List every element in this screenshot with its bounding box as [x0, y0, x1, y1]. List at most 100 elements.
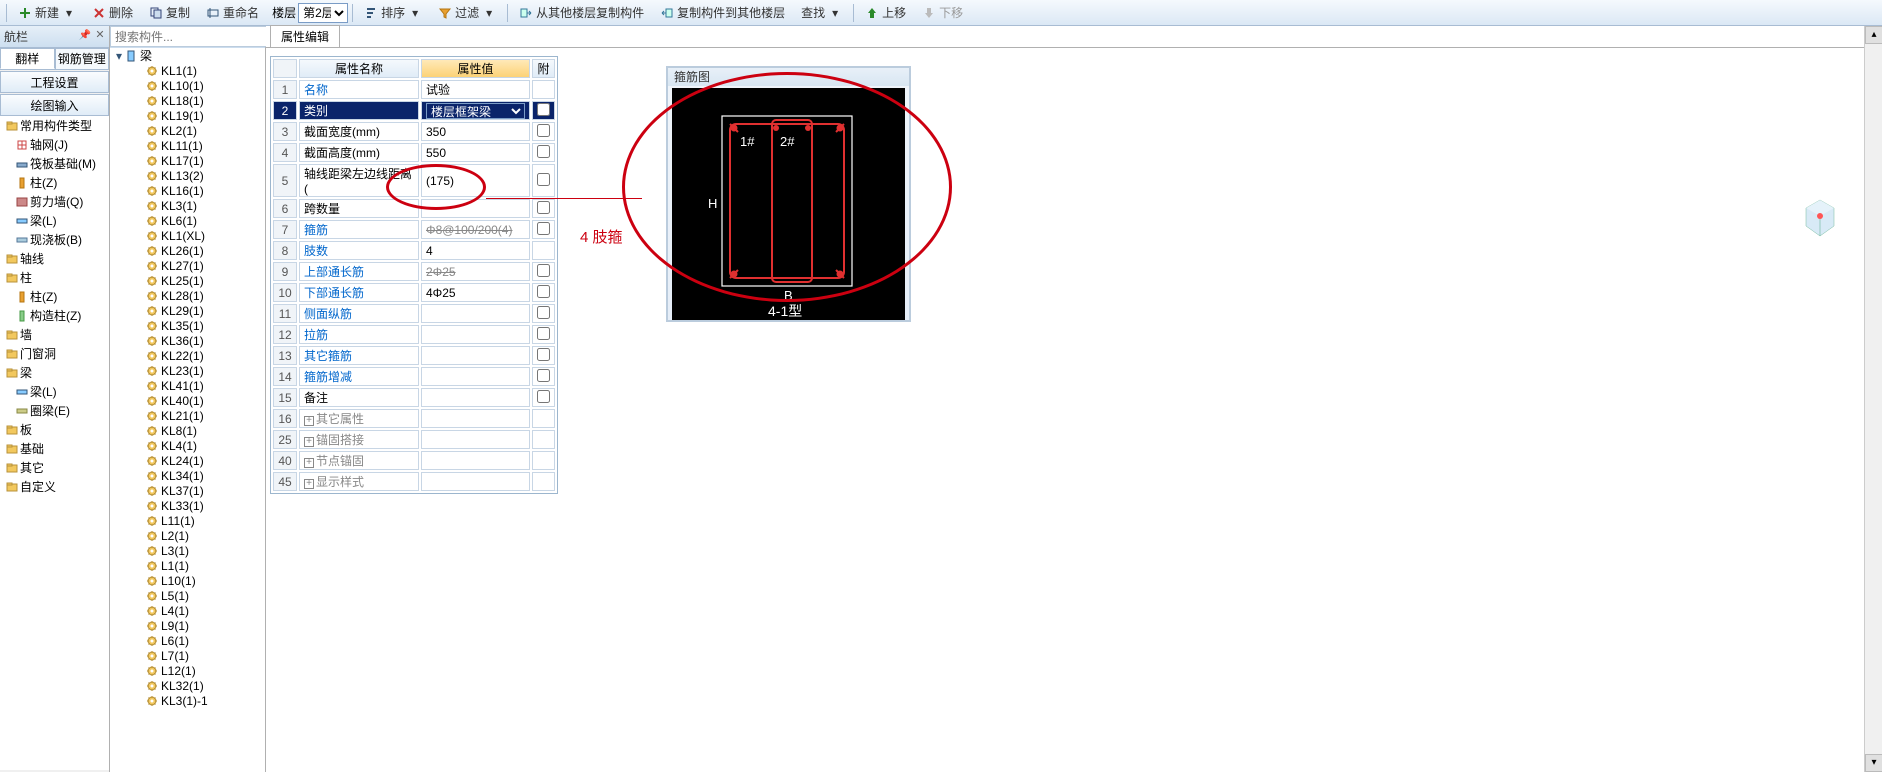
ext-checkbox[interactable]: [537, 201, 550, 214]
property-row[interactable]: 11侧面纵筋: [273, 304, 555, 323]
property-row[interactable]: 5轴线距梁左边线距离((175): [273, 164, 555, 197]
dropdown-icon[interactable]: ▾: [62, 2, 76, 24]
comp-tree-item[interactable]: L7(1): [110, 648, 265, 663]
ext-checkbox[interactable]: [537, 222, 550, 235]
nav-tree-item[interactable]: 轴网(J): [0, 135, 109, 154]
comp-tree-item[interactable]: KL34(1): [110, 468, 265, 483]
search-input[interactable]: [110, 26, 275, 47]
nav-tree-item[interactable]: 柱: [0, 268, 109, 287]
comp-tree-item[interactable]: L6(1): [110, 633, 265, 648]
property-row[interactable]: 12拉筋: [273, 325, 555, 344]
comp-tree-item[interactable]: L9(1): [110, 618, 265, 633]
property-row[interactable]: 40+节点锚固: [273, 451, 555, 470]
nav-tree-item[interactable]: 墙: [0, 325, 109, 344]
ext-checkbox[interactable]: [537, 306, 550, 319]
comp-tree-item[interactable]: KL28(1): [110, 288, 265, 303]
copy-button[interactable]: 复制: [142, 2, 197, 24]
comp-tree-item[interactable]: KL41(1): [110, 378, 265, 393]
ext-checkbox[interactable]: [537, 145, 550, 158]
comp-tree-item[interactable]: KL32(1): [110, 678, 265, 693]
comp-tree-item[interactable]: KL6(1): [110, 213, 265, 228]
tab-property-edit[interactable]: 属性编辑: [270, 25, 340, 47]
nav-tree-item[interactable]: 梁(L): [0, 382, 109, 401]
comp-tree-item[interactable]: L2(1): [110, 528, 265, 543]
nav-tree-item[interactable]: 常用构件类型: [0, 116, 109, 135]
property-row[interactable]: 7箍筋Φ8@100/200(4): [273, 220, 555, 239]
comp-tree-item[interactable]: KL18(1): [110, 93, 265, 108]
comp-tree-item[interactable]: KL37(1): [110, 483, 265, 498]
comp-tree-item[interactable]: KL11(1): [110, 138, 265, 153]
nav-tree-item[interactable]: 自定义: [0, 477, 109, 496]
comp-tree-item[interactable]: KL29(1): [110, 303, 265, 318]
move-up-button[interactable]: 上移: [858, 2, 913, 24]
comp-tree-item[interactable]: KL22(1): [110, 348, 265, 363]
comp-tree-item[interactable]: L5(1): [110, 588, 265, 603]
ext-checkbox[interactable]: [537, 103, 550, 116]
ext-checkbox[interactable]: [537, 285, 550, 298]
pin-icon[interactable]: 📌: [79, 30, 91, 41]
property-row[interactable]: 15备注: [273, 388, 555, 407]
find-button[interactable]: 查找 ▾: [794, 2, 849, 24]
ext-checkbox[interactable]: [537, 173, 550, 186]
close-icon[interactable]: ✕: [93, 28, 107, 42]
comp-tree-item[interactable]: KL1(XL): [110, 228, 265, 243]
comp-tree-item[interactable]: KL24(1): [110, 453, 265, 468]
nav-tree-item[interactable]: 柱(Z): [0, 173, 109, 192]
filter-button[interactable]: 过滤 ▾: [431, 2, 503, 24]
sort-button[interactable]: 排序 ▾: [357, 2, 429, 24]
copy-to-button[interactable]: 复制构件到其他楼层: [653, 2, 792, 24]
comp-tree-item[interactable]: KL19(1): [110, 108, 265, 123]
property-row[interactable]: 4截面高度(mm)550: [273, 143, 555, 162]
property-row[interactable]: 2类别楼层框架梁: [273, 101, 555, 120]
comp-tree-item[interactable]: KL40(1): [110, 393, 265, 408]
nav-tree-item[interactable]: 板: [0, 420, 109, 439]
property-row[interactable]: 13其它箍筋: [273, 346, 555, 365]
property-row[interactable]: 8肢数4: [273, 241, 555, 260]
comp-tree-item[interactable]: KL8(1): [110, 423, 265, 438]
nav-tree-item[interactable]: 梁: [0, 363, 109, 382]
comp-tree-item[interactable]: KL21(1): [110, 408, 265, 423]
comp-tree-item[interactable]: KL25(1): [110, 273, 265, 288]
comp-tree-item[interactable]: KL36(1): [110, 333, 265, 348]
comp-tree-item[interactable]: KL26(1): [110, 243, 265, 258]
nav-tree-item[interactable]: 柱(Z): [0, 287, 109, 306]
comp-tree-item[interactable]: KL35(1): [110, 318, 265, 333]
property-row[interactable]: 6跨数量: [273, 199, 555, 218]
property-row[interactable]: 9上部通长筋2Φ25: [273, 262, 555, 281]
nav-tree-item[interactable]: 构造柱(Z): [0, 306, 109, 325]
new-button[interactable]: 新建 ▾: [11, 2, 83, 24]
comp-tree-item[interactable]: KL3(1): [110, 198, 265, 213]
ext-checkbox[interactable]: [537, 264, 550, 277]
nav-tree-item[interactable]: 梁(L): [0, 211, 109, 230]
tab-gangjin[interactable]: 钢筋管理: [55, 48, 110, 69]
comp-tree-item[interactable]: KL10(1): [110, 78, 265, 93]
property-row[interactable]: 45+显示样式: [273, 472, 555, 491]
comp-tree-item[interactable]: L11(1): [110, 513, 265, 528]
tab-fanyang[interactable]: 翻样: [0, 48, 55, 69]
comp-tree-item[interactable]: KL13(2): [110, 168, 265, 183]
comp-tree-root[interactable]: ▾梁: [110, 48, 265, 63]
comp-tree-item[interactable]: KL23(1): [110, 363, 265, 378]
property-row[interactable]: 16+其它属性: [273, 409, 555, 428]
comp-tree-item[interactable]: KL16(1): [110, 183, 265, 198]
dropdown-icon[interactable]: ▾: [828, 2, 842, 24]
ext-checkbox[interactable]: [537, 348, 550, 361]
nav-tree-item[interactable]: 其它: [0, 458, 109, 477]
property-row[interactable]: 3截面宽度(mm)350: [273, 122, 555, 141]
btn-gongcheng[interactable]: 工程设置: [0, 71, 109, 93]
nav-tree-item[interactable]: 圈梁(E): [0, 401, 109, 420]
property-row[interactable]: 14箍筋增减: [273, 367, 555, 386]
scroll-up-button[interactable]: ▴: [1865, 26, 1882, 44]
rename-button[interactable]: 重命名: [199, 2, 266, 24]
ext-checkbox[interactable]: [537, 327, 550, 340]
nav-tree-item[interactable]: 基础: [0, 439, 109, 458]
scroll-down-button[interactable]: ▾: [1865, 754, 1882, 772]
delete-button[interactable]: 删除: [85, 2, 140, 24]
dropdown-icon[interactable]: ▾: [408, 2, 422, 24]
comp-tree-item[interactable]: L3(1): [110, 543, 265, 558]
comp-tree-item[interactable]: KL2(1): [110, 123, 265, 138]
vertical-scrollbar[interactable]: ▴ ▾: [1864, 26, 1882, 772]
btn-huitu[interactable]: 绘图输入: [0, 94, 109, 116]
comp-tree-item[interactable]: KL3(1)-1: [110, 693, 265, 708]
floor-select[interactable]: 第2层: [298, 3, 348, 23]
